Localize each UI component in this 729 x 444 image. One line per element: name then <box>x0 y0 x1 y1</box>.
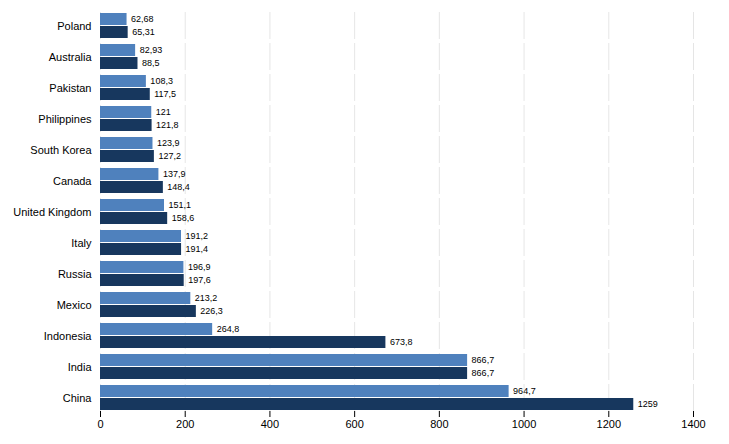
svg-text:South Korea: South Korea <box>30 144 92 156</box>
svg-text:Mexico: Mexico <box>57 299 92 311</box>
svg-text:Indonesia: Indonesia <box>44 330 93 342</box>
svg-text:82,93: 82,93 <box>140 45 163 55</box>
svg-text:Philippines: Philippines <box>38 113 92 125</box>
svg-text:196,9: 196,9 <box>188 262 211 272</box>
svg-text:600: 600 <box>345 418 363 430</box>
svg-text:1259: 1259 <box>638 399 658 409</box>
svg-text:0: 0 <box>97 418 103 430</box>
svg-text:964,7: 964,7 <box>513 386 536 396</box>
svg-text:400: 400 <box>261 418 279 430</box>
svg-text:1200: 1200 <box>597 418 621 430</box>
svg-text:117,5: 117,5 <box>154 89 176 99</box>
svg-text:191,4: 191,4 <box>186 244 209 254</box>
svg-text:Italy: Italy <box>71 237 92 249</box>
svg-text:121: 121 <box>156 107 171 117</box>
svg-text:866,7: 866,7 <box>472 355 495 365</box>
svg-text:123,9: 123,9 <box>157 138 180 148</box>
svg-text:88,5: 88,5 <box>142 58 160 68</box>
svg-text:800: 800 <box>430 418 448 430</box>
svg-text:65,31: 65,31 <box>132 27 155 37</box>
svg-text:200: 200 <box>176 418 194 430</box>
svg-text:151,1: 151,1 <box>169 200 192 210</box>
svg-text:Canada: Canada <box>53 175 92 187</box>
svg-text:191,2: 191,2 <box>185 231 208 241</box>
svg-text:1000: 1000 <box>512 418 536 430</box>
svg-text:Russia: Russia <box>58 268 93 280</box>
svg-text:China: China <box>63 392 93 404</box>
svg-text:197,6: 197,6 <box>188 275 211 285</box>
svg-text:137,9: 137,9 <box>163 169 186 179</box>
svg-text:1400: 1400 <box>681 418 705 430</box>
svg-text:264,8: 264,8 <box>217 324 240 334</box>
svg-text:121,8: 121,8 <box>156 120 179 130</box>
svg-text:62,68: 62,68 <box>131 14 154 24</box>
svg-text:127,2: 127,2 <box>158 151 181 161</box>
svg-text:United Kingdom: United Kingdom <box>13 206 91 218</box>
svg-text:Poland: Poland <box>57 20 91 32</box>
svg-text:158,6: 158,6 <box>172 213 195 223</box>
svg-text:148,4: 148,4 <box>167 182 190 192</box>
svg-text:213,2: 213,2 <box>195 293 218 303</box>
svg-text:108,3: 108,3 <box>150 76 173 86</box>
svg-text:866,7: 866,7 <box>472 368 495 378</box>
svg-text:226,3: 226,3 <box>200 306 223 316</box>
svg-text:673,8: 673,8 <box>390 337 413 347</box>
svg-text:Australia: Australia <box>49 51 93 63</box>
svg-text:India: India <box>68 361 93 373</box>
svg-text:Pakistan: Pakistan <box>49 82 91 94</box>
